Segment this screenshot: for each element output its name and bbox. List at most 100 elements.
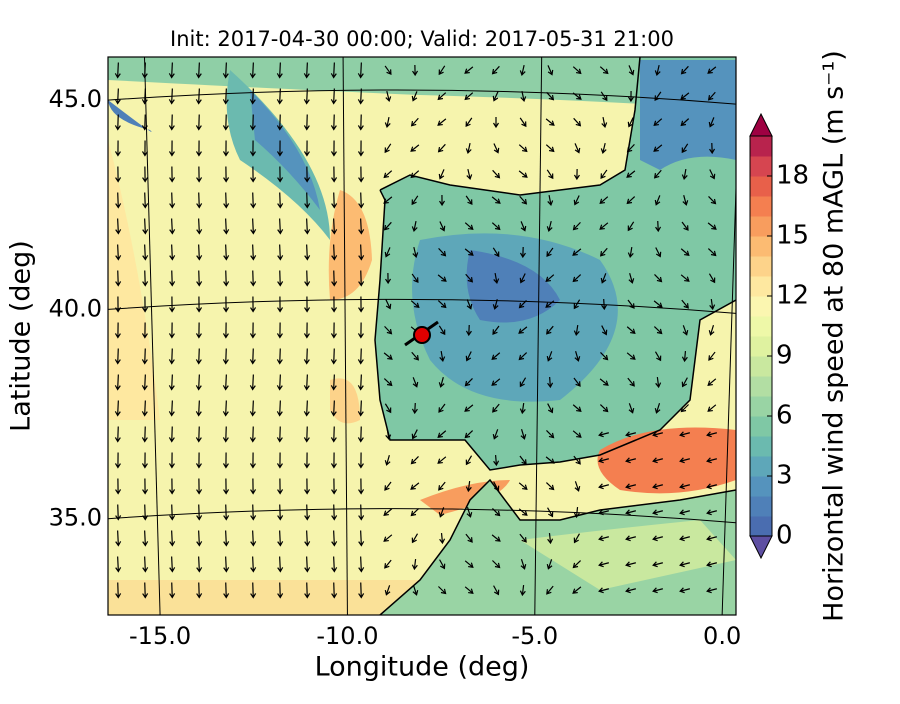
wind-arrow	[385, 299, 392, 310]
wind-arrow	[465, 455, 473, 466]
wind-arrow	[223, 478, 230, 495]
wind-arrow	[114, 114, 121, 131]
wind-arrow	[652, 483, 663, 490]
wind-arrow	[168, 400, 175, 417]
wind-arrow	[625, 431, 636, 438]
wind-arrow	[330, 88, 337, 105]
grid-line	[108, 508, 736, 524]
wind-arrow	[707, 378, 717, 386]
wind-arrow	[519, 64, 526, 76]
wind-arrow	[680, 404, 689, 413]
wind-arrow	[437, 274, 447, 282]
wind-arrow	[680, 92, 690, 100]
wind-arrow	[196, 270, 203, 287]
wind-arrow	[114, 400, 121, 417]
wind-arrow	[519, 533, 527, 543]
wind-arrow	[250, 530, 257, 547]
wind-arrow	[169, 296, 176, 313]
wind-arrow	[222, 426, 229, 443]
wind-arrow	[115, 556, 122, 573]
wind-arrow	[518, 482, 528, 490]
wind-arrow	[546, 221, 553, 232]
wind-arrow	[276, 88, 283, 105]
wind-arrow	[598, 587, 609, 594]
wind-arrow	[410, 144, 420, 152]
wind-arrow	[196, 530, 203, 547]
wind-arrow	[142, 478, 149, 495]
grid-line	[143, 57, 161, 615]
wind-arrow	[547, 376, 554, 389]
wind-arrow	[493, 454, 500, 467]
wind-arrow	[330, 426, 337, 443]
wind-arrow	[599, 66, 609, 75]
wind-arrow	[547, 65, 554, 76]
colorbar-band	[750, 156, 772, 177]
wind-arrow	[652, 587, 663, 594]
wind-arrow	[357, 452, 364, 469]
wind-arrow	[706, 535, 717, 542]
wind-arrow	[520, 559, 527, 570]
colorbar-tick-label: 18	[776, 161, 809, 191]
wind-arrow	[168, 140, 175, 157]
wind-arrow	[276, 140, 283, 157]
wind-arrow	[331, 296, 338, 313]
wind-arrow	[223, 530, 230, 547]
wind-arrow	[708, 195, 717, 205]
wind-arrow	[572, 221, 581, 231]
x-tick-label: -10.0	[316, 622, 378, 650]
wind-arrow	[709, 169, 716, 180]
wind-arrow	[547, 403, 554, 414]
wind-arrow	[465, 142, 472, 154]
wind-arrow	[115, 504, 122, 521]
colorbar-tick-label: 12	[776, 281, 809, 311]
wind-arrow	[709, 142, 716, 155]
wind-arrow	[222, 452, 229, 469]
wind-arrow	[546, 91, 555, 101]
wind-arrow	[357, 114, 364, 131]
x-tick-label: -15.0	[129, 622, 191, 650]
wind-arrow	[358, 270, 365, 287]
colorbar-band	[750, 376, 772, 397]
wind-arrow	[491, 378, 501, 386]
wind-arrow	[680, 248, 690, 256]
wind-arrow	[655, 376, 662, 389]
wind-arrow	[626, 170, 636, 178]
wind-arrow	[358, 166, 365, 183]
wind-arrow	[598, 483, 609, 490]
y-tick-label: 45.0	[49, 85, 102, 113]
wind-arrow	[357, 62, 364, 79]
colorbar-band	[750, 196, 772, 217]
wind-arrow	[493, 272, 500, 285]
colorbar-band	[750, 136, 772, 157]
wind-arrow	[142, 270, 149, 287]
wind-arrow	[654, 64, 661, 76]
wind-arrow	[303, 426, 310, 443]
wind-arrow	[465, 351, 472, 362]
x-tick-label: -5.0	[511, 622, 558, 650]
wind-arrow	[572, 586, 582, 594]
wind-arrow	[277, 530, 284, 547]
wind-arrow	[250, 166, 257, 183]
wind-arrow	[437, 430, 447, 438]
wind-arrow	[304, 530, 311, 547]
wind-arrow	[304, 270, 311, 287]
wind-arrow	[599, 404, 609, 413]
wind-arrow	[491, 352, 501, 360]
wind-arrow	[195, 374, 202, 391]
wind-arrow	[601, 298, 608, 311]
colorbar-band	[750, 336, 772, 357]
wind-arrow	[547, 532, 554, 545]
wind-arrow	[383, 534, 393, 542]
wind-arrow	[249, 452, 256, 469]
wind-arrow	[195, 62, 202, 79]
wind-arrow	[707, 248, 717, 257]
wind-arrow	[519, 246, 526, 259]
wind-arrow	[573, 455, 581, 465]
wind-arrow	[491, 222, 501, 231]
colorbar-band	[750, 416, 772, 437]
wind-arrow	[223, 244, 230, 261]
wind-arrow	[519, 117, 527, 128]
wind-arrow	[250, 244, 257, 261]
wind-arrow	[626, 352, 636, 360]
wind-arrow	[573, 533, 580, 544]
